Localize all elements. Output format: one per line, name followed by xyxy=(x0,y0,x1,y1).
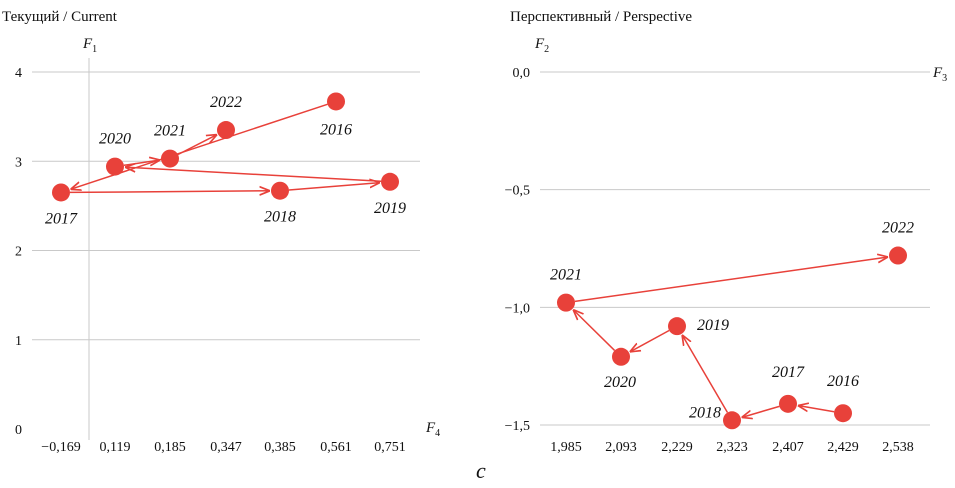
data-point-2019 xyxy=(381,172,399,191)
y-tick-label: 2 xyxy=(15,245,22,260)
point-label: 2020 xyxy=(99,131,131,148)
x-tick-label: 2,407 xyxy=(772,440,804,455)
data-point-2017 xyxy=(52,183,70,202)
trajectory-arrow xyxy=(682,335,729,413)
chart-title-current: Текущий / Current xyxy=(2,9,118,25)
trajectory-arrow xyxy=(630,329,670,351)
ticks-left: 0 1 2 3 4 −0,169 0,119 0,185 0,347 0,385 0,561 0,75… xyxy=(15,66,406,455)
point-label: 2018 xyxy=(689,404,721,421)
data-point-2021 xyxy=(557,293,575,312)
point-label: 2016 xyxy=(827,373,859,390)
x-tick-label: 1,985 xyxy=(550,440,582,455)
trajectory-arrow xyxy=(573,310,616,351)
x-tick-label: 2,229 xyxy=(661,440,693,455)
y-axis-label-current: F1 xyxy=(82,36,97,55)
data-point-2016 xyxy=(834,404,852,423)
data-point-2017 xyxy=(779,394,797,413)
x-tick-label: 0,561 xyxy=(320,440,352,455)
point-label: 2022 xyxy=(882,220,914,237)
data-point-2022 xyxy=(217,121,235,140)
arrows-current xyxy=(69,103,382,193)
y-tick-label: 0 xyxy=(15,423,22,438)
figure-caption: c xyxy=(476,458,486,483)
y-tick-label: 1 xyxy=(15,334,22,349)
trajectory-arrow xyxy=(742,405,780,417)
y-tick-label: 3 xyxy=(15,155,22,170)
trajectory-arrow xyxy=(288,183,380,191)
trajectory-arrow xyxy=(798,406,835,413)
data-point-2016 xyxy=(327,92,345,111)
trajectory-arrow xyxy=(574,257,888,303)
x-axis-label-perspective: F3 xyxy=(932,65,947,84)
point-label: 2022 xyxy=(210,94,242,111)
x-tick-label: 0,119 xyxy=(100,440,131,455)
data-point-2018 xyxy=(723,411,741,430)
trajectory-arrow xyxy=(177,135,217,156)
y-tick-label: −0,5 xyxy=(505,184,530,199)
x-tick-label: 0,751 xyxy=(374,440,406,455)
grid-left xyxy=(32,58,420,440)
y-tick-label: 4 xyxy=(15,66,22,81)
chart-title-perspective: Перспективный / Perspective xyxy=(510,9,692,25)
y-tick-label: 0,0 xyxy=(513,66,531,81)
arrows-perspective xyxy=(573,257,888,418)
x-tick-label: 2,538 xyxy=(882,440,914,455)
x-tick-label: 0,347 xyxy=(210,440,242,455)
x-tick-label: −0,169 xyxy=(41,440,80,455)
point-label: 2021 xyxy=(550,267,582,284)
point-label: 2019 xyxy=(697,317,729,334)
points-perspective: 2016 2017 2018 2019 2020 2021 2022 xyxy=(550,220,914,430)
data-point-2019 xyxy=(668,317,686,336)
point-label: 2016 xyxy=(320,121,352,138)
trajectory-arrow xyxy=(125,167,382,183)
y-tick-label: −1,0 xyxy=(505,301,530,316)
grid-right xyxy=(540,71,930,426)
point-label: 2019 xyxy=(374,200,406,217)
point-label: 2021 xyxy=(154,123,186,140)
data-point-2021 xyxy=(161,149,179,168)
data-point-2020 xyxy=(612,347,630,366)
trajectory-arrow xyxy=(69,191,270,193)
trajectory-arrow xyxy=(123,160,160,165)
y-tick-label: −1,5 xyxy=(505,419,530,434)
data-point-2020 xyxy=(106,157,124,176)
point-label: 2018 xyxy=(264,209,296,226)
data-point-2018 xyxy=(271,181,289,200)
x-tick-label: 0,185 xyxy=(154,440,186,455)
x-tick-label: 0,385 xyxy=(264,440,296,455)
x-tick-label: 2,429 xyxy=(827,440,859,455)
point-label: 2017 xyxy=(772,364,805,381)
ticks-right: 0,0 −0,5 −1,0 −1,5 1,985 2,093 2,229 2,323 2,407… xyxy=(505,66,914,455)
points-current: 2016 2017 2018 2019 2020 2021 2022 xyxy=(45,92,406,227)
chart-perspective: Перспективный / Perspective 0,0 −0,5 −1,0 −… xyxy=(505,9,948,455)
point-label: 2017 xyxy=(45,210,78,227)
data-point-2022 xyxy=(889,246,907,265)
x-tick-label: 2,323 xyxy=(716,440,748,455)
x-axis-label-current: F4 xyxy=(425,420,440,439)
x-tick-label: 2,093 xyxy=(605,440,637,455)
y-axis-label-perspective: F2 xyxy=(534,36,549,55)
point-label: 2020 xyxy=(604,374,636,391)
